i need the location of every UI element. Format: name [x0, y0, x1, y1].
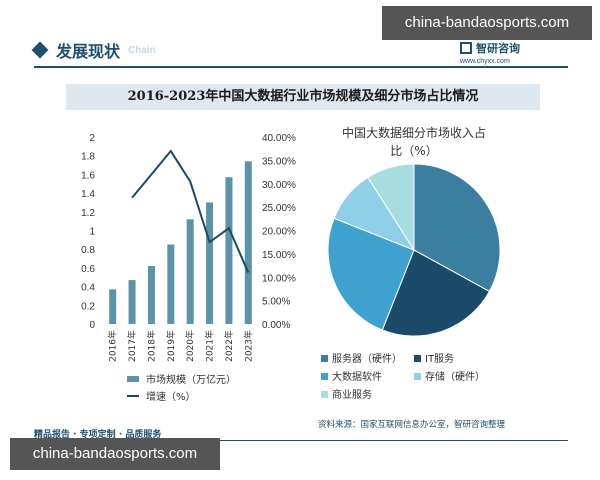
section-header: 发展现状 Chain [31, 38, 156, 62]
left-axis-tick-label: 0.2 [81, 301, 95, 312]
section-title-en: Chain [128, 44, 156, 56]
right-axis-tick-label: 5.00% [262, 297, 290, 308]
pie-legend-label: 存储（硬件） [425, 370, 485, 383]
brand-name: 智研咨询 [476, 42, 520, 55]
pie-legend-label: 商业服务 [332, 388, 372, 401]
x-axis-tick-label: 2016年 [107, 330, 119, 362]
x-axis-tick-label: 2023年 [242, 330, 254, 362]
right-axis-tick-label: 15.00% [262, 250, 296, 261]
left-axis-tick-label: 1 [89, 227, 95, 238]
main-title: 2016-2023年中国大数据行业市场规模及细分市场占比情况 [66, 84, 540, 110]
left-axis-tick-label: 0.6 [81, 264, 95, 275]
x-axis-tick-label: 2022年 [223, 330, 235, 362]
legend-bar-label: 市场规模（万亿元） [146, 373, 236, 386]
x-axis-tick-label: 2021年 [204, 330, 216, 362]
bar [147, 266, 155, 324]
legend-line-label: 增速（%） [146, 390, 196, 403]
left-axis-tick-label: 2 [89, 133, 95, 144]
pie-legend-swatch [321, 373, 328, 380]
brand: 智研咨询 www.chyxx.com [460, 40, 570, 65]
pie-legend-swatch [321, 391, 328, 398]
x-axis-tick-label: 2019年 [165, 330, 177, 362]
section-title: 发展现状 [56, 42, 121, 61]
bar [206, 202, 214, 324]
right-axis-tick-label: 25.00% [262, 203, 296, 214]
x-axis-tick-label: 2020年 [184, 330, 196, 362]
bar [167, 244, 175, 324]
right-axis-tick-label: 10.00% [262, 273, 296, 284]
footer-source: 资料来源：国家互联网信息办公室，智研咨询整理 [318, 420, 506, 430]
pie-slice [367, 163, 415, 252]
right-axis-tick-label: 35.00% [262, 156, 296, 167]
bar [128, 280, 136, 324]
brand-url: www.chyxx.com [460, 58, 510, 65]
left-axis-tick-label: 1.2 [81, 208, 95, 219]
left-axis-tick-label: 1.4 [81, 189, 95, 200]
left-axis-tick-label: 1.8 [81, 152, 95, 163]
header-divider [34, 66, 568, 68]
pie-legend-swatch [414, 355, 421, 362]
watermark-top: china-bandaosports.com [382, 6, 592, 40]
footer-tagline: 精品报告 · 专项定制 · 品质服务 [34, 430, 162, 440]
brand-logo-icon [460, 42, 472, 54]
pie-slice [413, 163, 501, 293]
x-axis-tick-label: 2017年 [126, 330, 138, 362]
pie-legend-label: IT服务 [425, 352, 454, 365]
bar [225, 177, 233, 324]
left-axis-tick-label: 0.4 [81, 283, 95, 294]
pie-title-line: 比（%） [390, 144, 437, 158]
left-axis-tick-label: 0.8 [81, 245, 95, 256]
right-axis-tick-label: 40.00% [262, 133, 296, 144]
left-axis-tick-label: 1.6 [81, 170, 95, 181]
x-axis-tick-label: 2018年 [145, 330, 157, 362]
bar [109, 289, 117, 324]
pie-slice [381, 249, 491, 337]
pie-title-line: 中国大数据细分市场收入占 [342, 125, 486, 140]
footer-divider [34, 440, 568, 441]
watermark-bottom: china-bandaosports.com [10, 438, 220, 470]
legend-bar-swatch [127, 376, 139, 382]
right-axis-tick-label: 30.00% [262, 180, 296, 191]
pie-legend-swatch [321, 355, 328, 362]
bar [186, 219, 194, 324]
bar [244, 161, 252, 324]
pie-slice [327, 217, 415, 331]
pie-legend-swatch [414, 373, 421, 380]
left-axis-tick-label: 0 [89, 320, 95, 331]
right-axis-tick-label: 20.00% [262, 227, 296, 238]
pie-legend-label: 大数据软件 [332, 370, 382, 383]
right-axis-tick-label: 0.00% [262, 320, 290, 331]
pie-legend-label: 服务器（硬件） [332, 352, 402, 365]
